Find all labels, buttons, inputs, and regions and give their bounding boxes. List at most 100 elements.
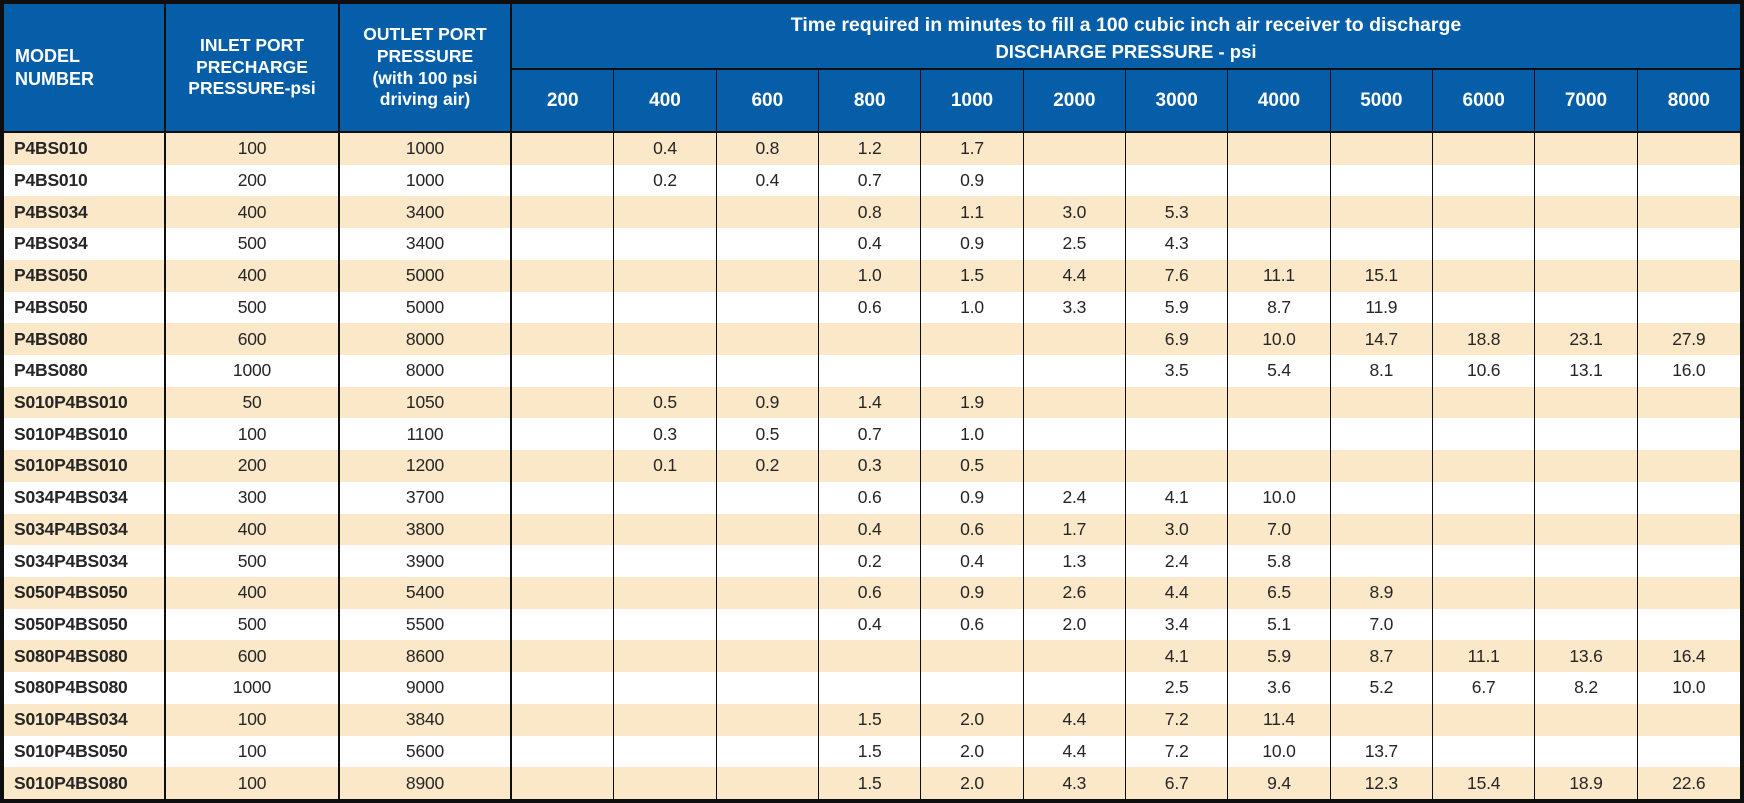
fill-time-cell-1000psi [921,354,1024,387]
fill-time-cell-200psi [512,323,615,355]
fill-time-cell-4000psi: 5.1 [1228,608,1331,641]
model-cell: S034P4BS034 [4,513,166,546]
fill-time-cell-3000psi [1126,386,1229,419]
fill-time-cell-2000psi: 4.3 [1023,767,1126,799]
fill-time-cell-3000psi: 4.1 [1126,640,1229,673]
fill-time-cell-7000psi [1535,735,1638,768]
fill-time-cell-400psi [614,576,717,609]
outlet-pressure-cell: 5600 [340,735,512,768]
fill-time-cell-200psi [512,386,615,419]
inlet-pressure-cell: 100 [166,703,340,736]
fill-time-cell-400psi [614,196,717,229]
fill-time-cell-800psi: 1.4 [819,386,922,419]
fill-time-cell-3000psi: 7.2 [1126,703,1229,736]
fill-time-cell-600psi [716,228,819,260]
fill-time-cell-1000psi: 0.5 [921,450,1024,482]
fill-time-cell-200psi [512,513,615,546]
fill-time-cell-200psi [512,545,615,577]
fill-time-cell-200psi [512,228,615,260]
fill-time-cell-5000psi: 7.0 [1330,608,1433,641]
fill-time-cell-5000psi [1330,196,1433,229]
spanning-header-line2: DISCHARGE PRESSURE - psi [995,41,1257,63]
fill-time-cell-6000psi [1433,576,1536,609]
column-header-psi-600: 600 [716,70,819,133]
fill-time-cell-2000psi: 1.3 [1023,545,1126,577]
fill-time-cell-400psi: 0.2 [614,164,717,197]
fill-time-cell-200psi [512,450,615,482]
inlet-pressure-cell: 400 [166,259,340,292]
fill-time-cell-1000psi [921,640,1024,673]
fill-time-cell-400psi: 0.1 [614,450,717,482]
fill-time-cell-5000psi [1330,450,1433,482]
fill-time-cell-3000psi: 7.6 [1126,259,1229,292]
fill-time-cell-1000psi: 1.1 [921,196,1024,229]
fill-time-cell-5000psi [1330,481,1433,514]
fill-time-cell-8000psi: 10.0 [1637,672,1740,704]
inlet-pressure-cell: 600 [166,640,340,673]
fill-time-cell-400psi [614,735,717,768]
fill-time-cell-1000psi: 0.4 [921,545,1024,577]
fill-time-cell-4000psi: 10.0 [1228,323,1331,355]
fill-time-cell-800psi: 0.6 [819,291,922,324]
model-cell: P4BS010 [4,164,166,197]
fill-time-cell-8000psi [1637,545,1740,577]
inlet-pressure-cell: 400 [166,576,340,609]
fill-time-cell-7000psi [1535,418,1638,451]
fill-time-cell-4000psi [1228,228,1331,260]
fill-time-cell-800psi: 1.2 [819,133,922,165]
fill-time-cell-6000psi [1433,164,1536,197]
fill-time-cell-8000psi [1637,386,1740,419]
outlet-pressure-cell: 8000 [340,354,512,387]
column-header-model-number: MODEL NUMBER [4,4,166,133]
inlet-pressure-cell: 500 [166,228,340,260]
fill-time-cell-1000psi: 2.0 [921,703,1024,736]
column-header-outlet-port-pressure: OUTLET PORT PRESSURE (with 100 psi drivi… [340,4,512,133]
fill-time-cell-4000psi: 10.0 [1228,481,1331,514]
fill-time-cell-1000psi: 0.9 [921,576,1024,609]
fill-time-cell-3000psi: 2.5 [1126,672,1229,704]
fill-time-cell-200psi [512,291,615,324]
fill-time-cell-5000psi [1330,228,1433,260]
model-cell: P4BS080 [4,354,166,387]
model-cell: P4BS034 [4,196,166,229]
fill-time-cell-8000psi [1637,196,1740,229]
fill-time-cell-200psi [512,767,615,799]
fill-time-cell-1000psi: 0.6 [921,608,1024,641]
fill-time-cell-5000psi: 13.7 [1330,735,1433,768]
fill-time-cell-200psi [512,164,615,197]
outlet-pressure-cell: 3400 [340,228,512,260]
fill-time-cell-2000psi: 4.4 [1023,259,1126,292]
inlet-pressure-cell: 400 [166,513,340,546]
fill-time-cell-6000psi [1433,386,1536,419]
fill-time-cell-7000psi [1535,291,1638,324]
model-cell: S080P4BS080 [4,672,166,704]
model-cell: S010P4BS080 [4,767,166,799]
fill-time-cell-400psi [614,672,717,704]
model-cell: S010P4BS010 [4,418,166,451]
model-cell: S050P4BS050 [4,576,166,609]
column-header-psi-8000: 8000 [1637,70,1740,133]
model-cell: S034P4BS034 [4,545,166,577]
fill-time-cell-8000psi [1637,259,1740,292]
fill-time-cell-4000psi [1228,164,1331,197]
fill-time-cell-8000psi [1637,481,1740,514]
fill-time-cell-7000psi [1535,450,1638,482]
outlet-pressure-cell: 8600 [340,640,512,673]
fill-time-cell-2000psi [1023,386,1126,419]
fill-time-cell-1000psi: 0.9 [921,164,1024,197]
fill-time-cell-2000psi: 4.4 [1023,735,1126,768]
fill-time-cell-6000psi: 15.4 [1433,767,1536,799]
fill-time-cell-4000psi [1228,450,1331,482]
outlet-pressure-cell: 1100 [340,418,512,451]
fill-time-cell-7000psi [1535,576,1638,609]
fill-time-cell-600psi [716,513,819,546]
fill-time-cell-4000psi: 5.9 [1228,640,1331,673]
inlet-pressure-cell: 100 [166,133,340,165]
fill-time-cell-2000psi [1023,323,1126,355]
fill-time-cell-6000psi: 18.8 [1433,323,1536,355]
fill-time-cell-6000psi [1433,450,1536,482]
fill-time-cell-8000psi [1637,608,1740,641]
fill-time-cell-800psi: 0.7 [819,418,922,451]
fill-time-cell-800psi: 0.4 [819,513,922,546]
